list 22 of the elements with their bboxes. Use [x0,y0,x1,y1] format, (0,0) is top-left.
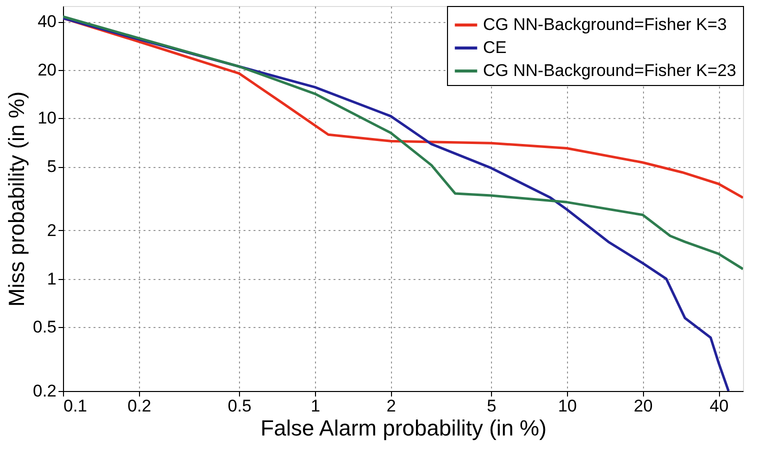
y-tick-label: 20 [38,60,56,80]
y-tick-label: 1 [47,269,56,288]
y-tick-label: 0.5 [32,318,56,337]
x-tick-label: 2 [386,396,396,416]
x-axis-title: False Alarm probability (in %) [260,416,547,440]
y-tick-label: 0.2 [32,382,56,400]
x-tick-label: 5 [486,396,496,416]
x-tick-label: 0.2 [128,396,152,416]
x-tick-label: 0.5 [228,396,252,416]
y-tick-label: 2 [47,220,56,240]
legend-label: CG NN-Background=Fisher K=3 [483,15,727,34]
x-tick-label: 20 [634,396,653,416]
x-tick-label: 10 [558,396,577,416]
legend-label: CG NN-Background=Fisher K=23 [483,61,736,80]
y-tick-label: 10 [38,108,56,128]
y-axis-title: Miss probability (in %) [4,91,29,307]
y-tick-label: 5 [47,157,56,176]
x-tick-label: 0.1 [64,396,88,416]
x-tick-label: 40 [710,396,729,416]
x-tick-label: 1 [310,396,320,416]
legend-label: CE [483,38,507,57]
y-tick-label: 40 [38,12,56,32]
